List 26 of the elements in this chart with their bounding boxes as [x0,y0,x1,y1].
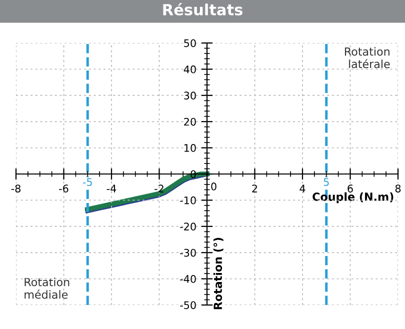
y-tick-label: 30 [184,92,196,100]
y-tick-label: 40 [184,65,196,74]
x-tick-label: 0 [211,182,216,190]
y-axis-title: Rotation (°) [213,238,224,310]
y-tick-label: 10 [184,144,196,152]
x-axis-title: Couple (N.m) [312,192,394,204]
ref-line-label: -5 [82,178,92,186]
annotation: Rotation médiale [24,278,70,299]
x-tick-label: -6 [59,184,68,192]
x-tick-label: -4 [106,184,116,192]
x-tick-label: -8 [11,184,20,192]
y-tick-label: -40 [180,275,196,283]
y-tick-label: -30 [180,248,196,257]
y-tick-label: -50 [180,301,196,310]
chart-title: Résultats [163,2,242,16]
y-tick-label: 50 [184,39,196,48]
ref-line-label: 5 [324,178,329,186]
y-tick-label: -20 [180,222,196,231]
annotation: Rotation latérale [344,47,390,68]
x-tick-label: 8 [395,184,401,192]
x-tick-label: 2 [252,184,258,192]
x-tick-label: -2 [154,184,164,192]
x-tick-label: 6 [348,184,353,192]
y-tick-label: 20 [184,118,196,126]
y-tick-label: -10 [180,196,196,204]
x-tick-label: 4 [300,184,306,192]
